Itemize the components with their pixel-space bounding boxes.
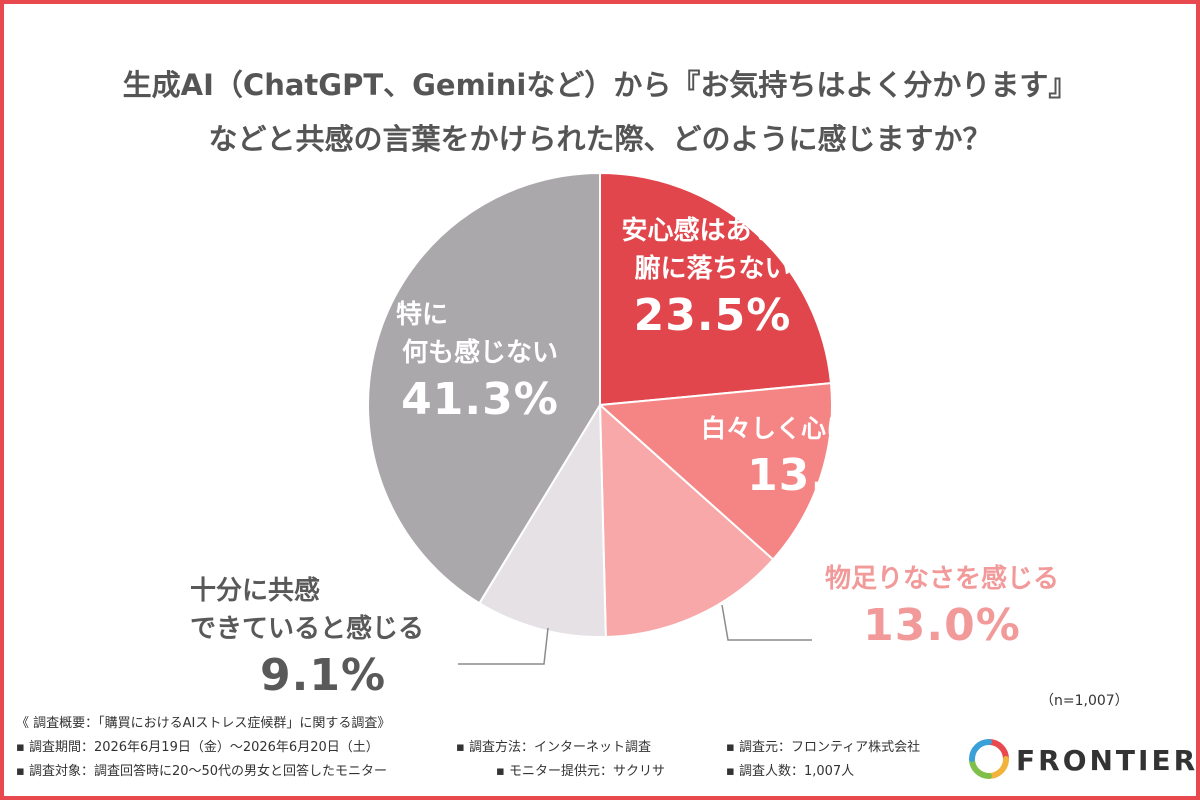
chart-title: 生成AI（ChatGPT、Geminiなど）から『お気持ちはよく分かります』 な… <box>0 58 1200 166</box>
slice-label-line: 腑に落ちない <box>634 254 791 284</box>
monitor-provider: ▪ モニター提供元：サクリサ <box>496 764 665 779</box>
slice-label-line: 何も感じない <box>401 338 558 368</box>
slice-percent: 23.5% <box>633 290 792 341</box>
survey-method: ▪ 調査方法：インターネット調査 <box>456 740 651 755</box>
slice-percent: 9.1% <box>260 650 387 701</box>
leader-line-fully-empathetic <box>458 627 549 665</box>
slice-label-line: 白々しく心に響かない <box>700 414 951 443</box>
slice-label-reassuring-but-unconvinced: 安心感はあるが 腑に落ちない 23.5% <box>600 212 825 344</box>
slice-label-line: 特に <box>396 300 449 330</box>
slice-percent: 13.0% <box>863 600 1021 651</box>
survey-source: ▪ 調査元：フロンティア株式会社 <box>726 740 921 755</box>
slice-reassuring-but-unconvinced <box>599 171 833 407</box>
survey-notes: 《 調査概要：「購買におけるAIストレス症候群」に関する調査》 ▪ 調査期間：2… <box>16 712 976 784</box>
slice-label-line: 安心感はあるが <box>621 216 804 246</box>
slice-percent: 13.1% <box>747 450 905 501</box>
survey-overview: 《 調査概要：「購買におけるAIストレス症候群」に関する調査》 <box>16 716 391 731</box>
slice-percent: 41.3% <box>401 374 559 425</box>
slice-fully-empathetic <box>478 401 607 638</box>
slice-label-line: できていると感じる <box>190 614 425 644</box>
slice-label-fully-empathetic: 十分に共感 できていると感じる 9.1% <box>190 572 455 704</box>
chart-title-line-1: 生成AI（ChatGPT、Geminiなど）から『お気持ちはよく分かります』 <box>122 68 1078 102</box>
sample-size-label: （n=1,007） <box>1040 693 1129 709</box>
frontier-logo-text: FRONTIER <box>1016 744 1199 777</box>
leader-line-unsatisfying <box>721 604 812 641</box>
slice-nothing-in-particular <box>367 171 601 605</box>
slice-insincere <box>597 382 833 561</box>
slice-label-line: 十分に共感 <box>190 576 321 606</box>
slice-unsatisfying <box>598 402 775 638</box>
frontier-logo-icon <box>969 739 1009 779</box>
survey-count: ▪ 調査人数：1,007人 <box>726 764 855 779</box>
survey-period: ▪ 調査期間：2026年6月19日（金）～2026年6月20日（土） <box>16 740 379 755</box>
slice-label-unsatisfying: 物足りなさを感じる 13.0% <box>812 560 1072 654</box>
chart-title-line-2: などと共感の言葉をかけられた際、どのように感じますか？ <box>208 122 992 156</box>
slice-label-insincere: 白々しく心に響かない 13.1% <box>676 410 976 504</box>
slice-label-line: 物足りなさを感じる <box>824 564 1059 594</box>
frontier-logo: FRONTIER <box>968 736 1195 786</box>
survey-target: ▪ 調査対象：調査回答時に20～50代の男女と回答したモニター <box>16 764 388 779</box>
slice-label-nothing-in-particular: 特に 何も感じない 41.3% <box>360 296 600 428</box>
